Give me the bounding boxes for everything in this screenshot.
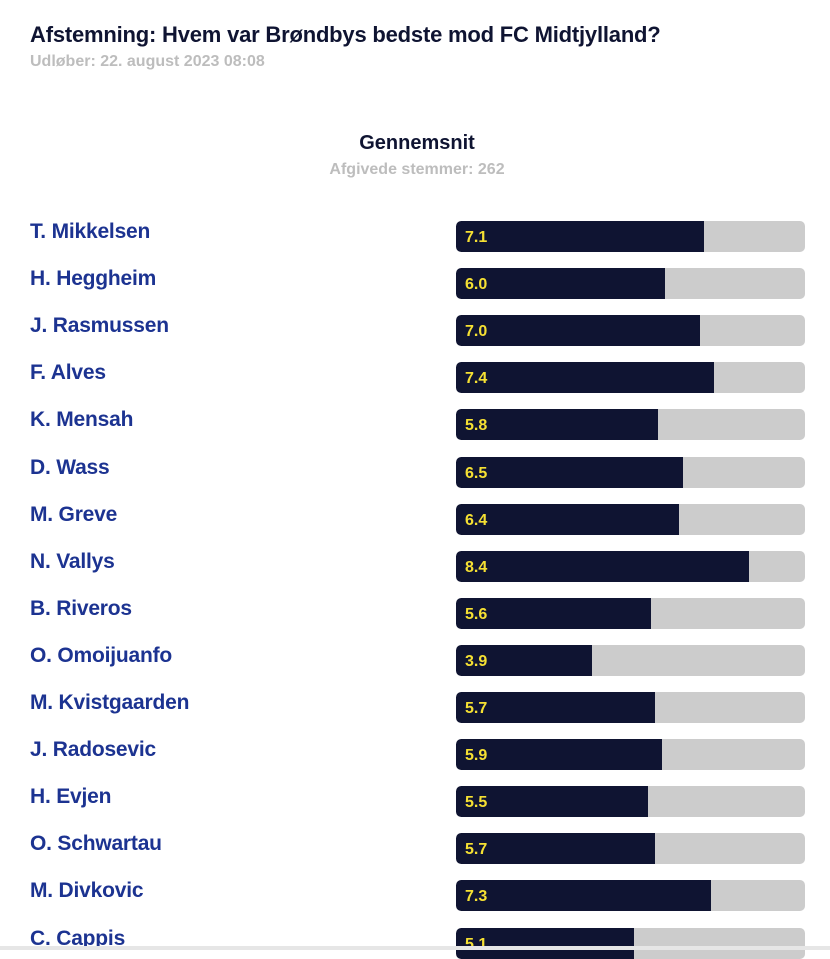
player-row: F. Alves 7.4 (0, 359, 830, 394)
rating-value: 5.5 (465, 794, 488, 812)
player-name: C. Cappis (30, 926, 126, 950)
poll-title: Afstemning: Hvem var Brøndbys bedste mod… (30, 22, 661, 47)
rating-value: 6.5 (465, 464, 488, 482)
rating-bar (456, 880, 711, 912)
rating-bar (456, 503, 680, 535)
player-row: D. Wass 6.5 (0, 454, 830, 488)
rating-bar (456, 268, 666, 300)
rating-value: 6.0 (465, 276, 488, 294)
rating-bar-track: 7.4 (456, 362, 805, 394)
rating-bar (456, 644, 593, 676)
rating-bar-track: 7.1 (456, 221, 805, 252)
player-name: O. Schwartau (30, 832, 162, 856)
rating-bar (456, 692, 655, 723)
rating-bar-track: 3.9 (456, 644, 805, 676)
rating-bar-track: 6.5 (456, 456, 805, 488)
rating-value: 8.4 (465, 558, 488, 576)
rating-bar (456, 409, 659, 441)
rating-bar-track: 5.7 (456, 692, 805, 723)
rating-bar-track: 7.0 (456, 315, 805, 347)
rating-value: 5.8 (465, 417, 488, 435)
rating-bar-track: 5.5 (456, 786, 805, 818)
rating-bar (456, 786, 648, 818)
rating-bar (456, 456, 683, 488)
rating-value: 6.4 (465, 511, 488, 529)
player-row: M. Divkovic 7.3 (0, 877, 830, 912)
player-row: H. Heggheim 6.0 (0, 265, 830, 300)
player-row: O. Schwartau 5.7 (0, 830, 830, 865)
player-name: F. Alves (30, 361, 106, 385)
rating-bar-track: 5.6 (456, 597, 805, 629)
player-row: N. Vallys 8.4 (0, 548, 830, 582)
rating-value: 5.7 (465, 700, 488, 717)
rating-bar (456, 362, 715, 394)
rating-bar-track: 5.1 (456, 927, 805, 959)
player-name: M. Divkovic (30, 879, 144, 903)
player-name: H. Evjen (30, 785, 112, 809)
player-row: B. Riveros 5.6 (0, 595, 830, 629)
poll-expiry: Udløber: 22. august 2023 08:08 (30, 53, 265, 70)
player-name: H. Heggheim (30, 267, 157, 291)
player-name: N. Vallys (30, 549, 115, 573)
player-name: O. Omoijuanfo (30, 643, 173, 667)
rating-bar (456, 550, 750, 582)
rating-bar-track: 6.4 (456, 503, 805, 535)
player-name: J. Rasmussen (30, 314, 169, 338)
player-name: J. Radosevic (30, 738, 156, 762)
player-row: J. Radosevic 5.9 (0, 736, 830, 771)
rating-bar-track: 5.7 (456, 833, 805, 865)
player-row: J. Rasmussen 7.0 (0, 312, 830, 347)
rating-value: 5.1 (465, 935, 488, 953)
vote-count: Afgivede stemmer: 262 (329, 161, 505, 178)
player-name: T. Mikkelsen (30, 220, 151, 243)
rating-value: 7.3 (465, 888, 488, 906)
player-name: M. Kvistgaarden (30, 691, 190, 714)
player-name: B. Riveros (30, 596, 132, 620)
rating-bar (456, 739, 662, 771)
player-row: M. Greve 6.4 (0, 501, 830, 535)
rating-value: 5.9 (465, 747, 488, 765)
rating-bar-track: 8.4 (456, 550, 805, 582)
rating-value: 3.9 (465, 652, 488, 670)
rating-bar-track: 6.0 (456, 268, 805, 300)
rating-bar-track: 5.8 (456, 409, 805, 441)
rating-bar (456, 315, 701, 347)
rating-bar-track: 5.9 (456, 739, 805, 771)
rating-bar (456, 833, 655, 865)
rating-bar (456, 597, 652, 629)
rating-value: 7.1 (465, 229, 488, 246)
player-row: O. Omoijuanfo 3.9 (0, 642, 830, 676)
player-name: M. Greve (30, 502, 118, 526)
rating-value: 7.0 (465, 323, 488, 341)
player-row: K. Mensah 5.8 (0, 406, 830, 441)
player-row: T. Mikkelsen 7.1 (0, 218, 830, 252)
rating-value: 5.6 (465, 605, 488, 623)
player-name: D. Wass (30, 455, 110, 479)
rating-bar (456, 221, 704, 252)
rating-value: 7.4 (465, 370, 488, 388)
rating-bar-track: 7.3 (456, 880, 805, 912)
player-row: C. Cappis 5.1 (0, 925, 830, 959)
player-row: M. Kvistgaarden 5.7 (0, 689, 830, 723)
divider (0, 946, 830, 950)
player-row: H. Evjen 5.5 (0, 783, 830, 818)
rating-value: 5.7 (465, 841, 488, 859)
player-name: K. Mensah (30, 408, 134, 432)
chart-title: Gennemsnit (359, 132, 475, 154)
